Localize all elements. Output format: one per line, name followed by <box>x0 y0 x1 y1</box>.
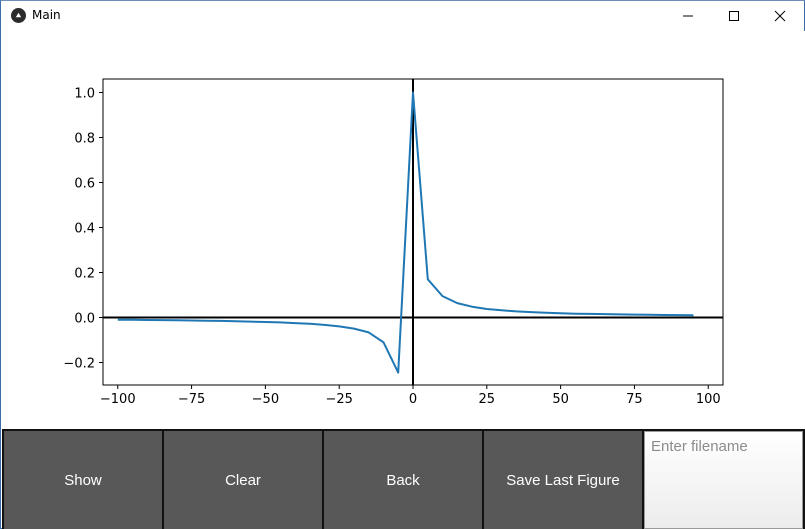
clear-button[interactable]: Clear <box>164 431 322 529</box>
minimize-button[interactable] <box>665 1 711 31</box>
close-icon <box>774 10 786 22</box>
close-button[interactable] <box>757 1 803 31</box>
y-tick-label: 0.6 <box>74 177 95 192</box>
y-tick-label: 0.8 <box>74 132 95 147</box>
y-tick-label: 0.4 <box>74 222 95 237</box>
kivy-app-icon <box>11 8 26 23</box>
minimize-icon <box>683 15 693 17</box>
x-tick-label: 50 <box>552 392 569 407</box>
maximize-button[interactable] <box>711 1 757 31</box>
show-button[interactable]: Show <box>4 431 162 529</box>
x-tick-label: 25 <box>479 392 496 407</box>
x-tick-label: 75 <box>626 392 643 407</box>
y-tick-label: 0.0 <box>74 312 95 327</box>
y-tick-label: 0.2 <box>74 267 95 282</box>
bottom-toolbar: Show Clear Back Save Last Figure <box>2 429 805 529</box>
title-bar[interactable]: Main <box>1 1 804 31</box>
x-tick-label: −75 <box>178 392 205 407</box>
x-tick-label: 100 <box>696 392 721 407</box>
y-tick-label: −0.2 <box>63 357 95 372</box>
x-tick-label: −50 <box>252 392 279 407</box>
x-tick-label: −25 <box>325 392 352 407</box>
maximize-icon <box>729 11 739 21</box>
plot-area: −100 −75 −50 −25 0 25 50 75 100 −0.2 0.0 0.2 0.4 0.6 0… <box>2 31 805 429</box>
series-line <box>117 91 694 374</box>
x-tick-label: 0 <box>409 392 417 407</box>
x-tick-label: −100 <box>100 392 136 407</box>
window-title: Main <box>32 8 61 22</box>
save-last-figure-button[interactable]: Save Last Figure <box>484 431 642 529</box>
line-chart: −100 −75 −50 −25 0 25 50 75 100 −0.2 0.0 0.2 0.4 0.6 0… <box>63 78 724 407</box>
filename-input[interactable] <box>644 431 803 529</box>
back-button[interactable]: Back <box>324 431 482 529</box>
y-tick-label: 1.0 <box>74 87 95 102</box>
